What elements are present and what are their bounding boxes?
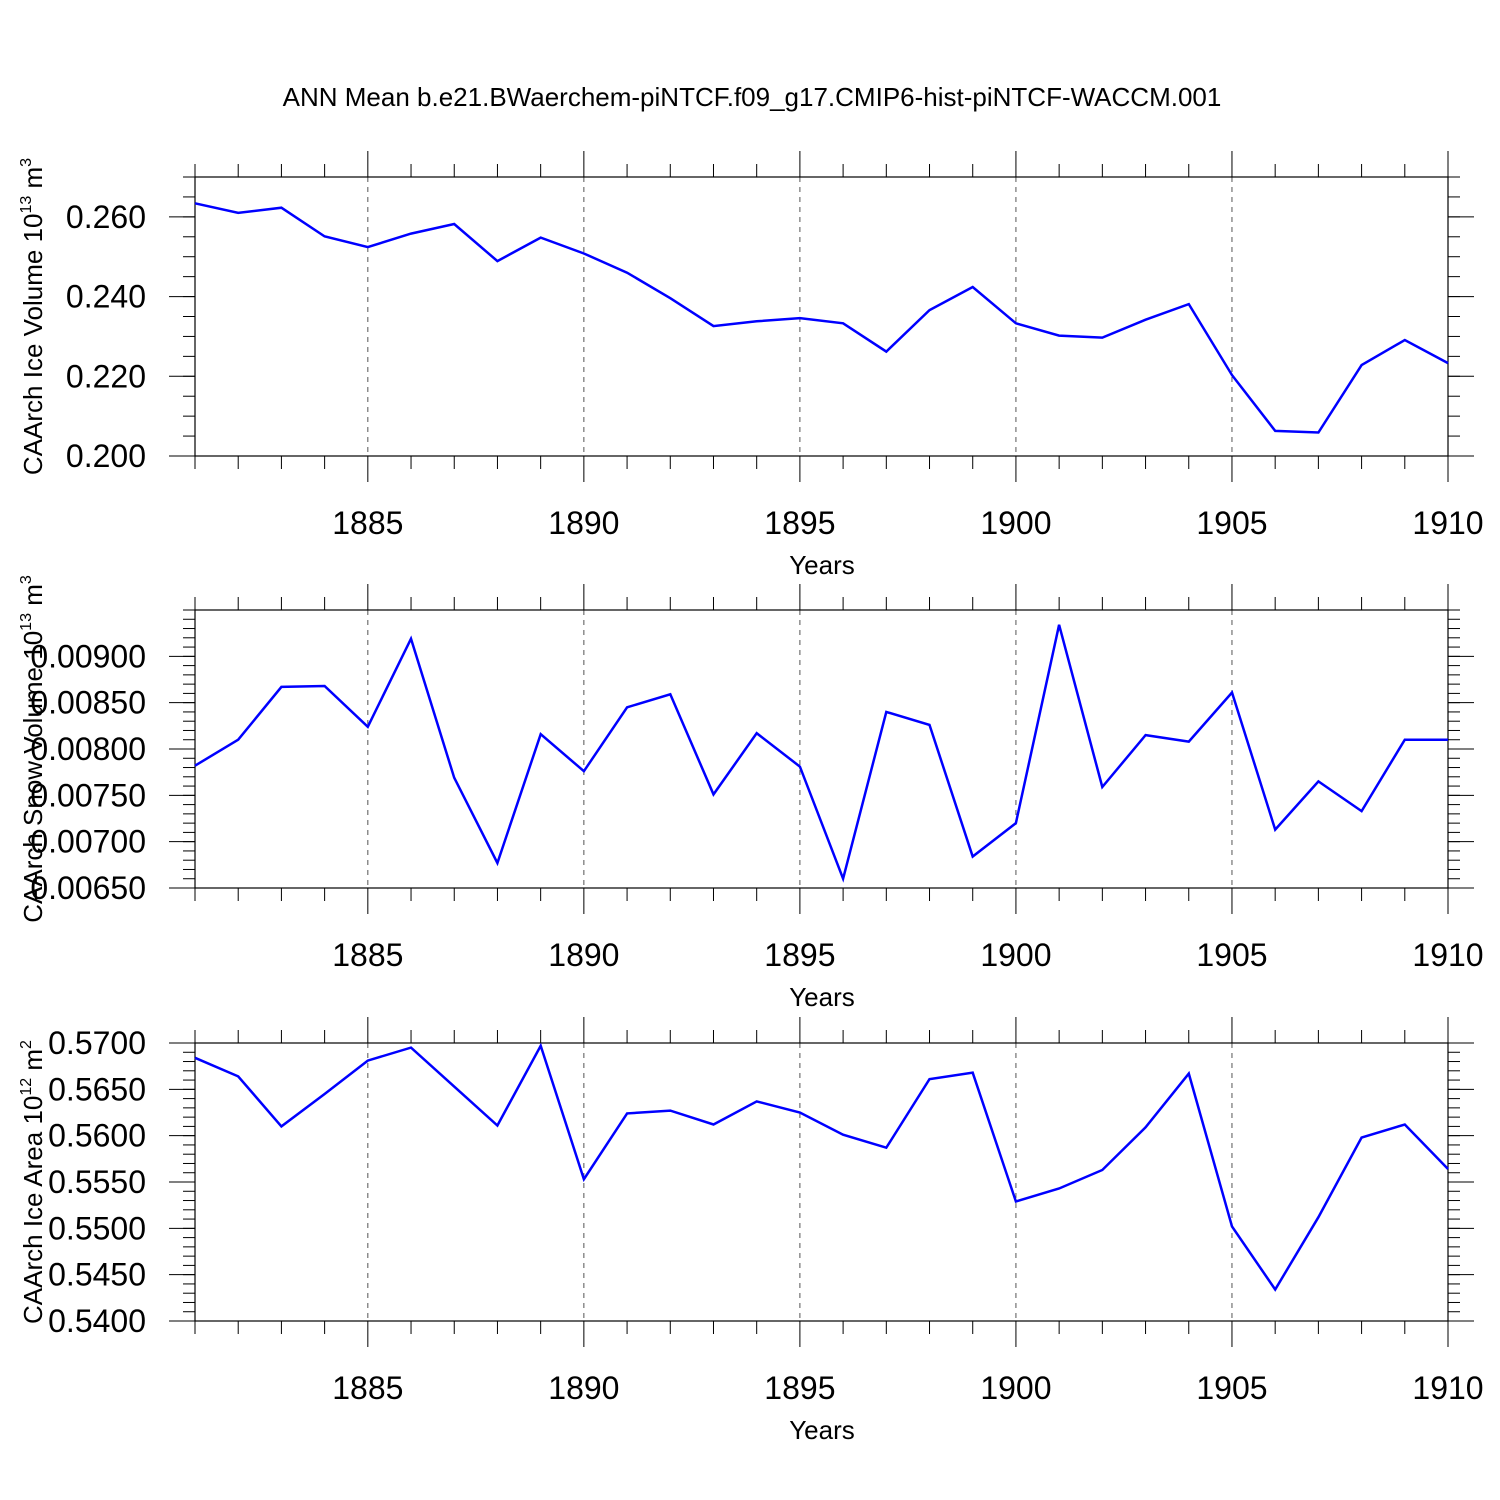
y-tick-label: 0.00800	[30, 731, 146, 767]
x-tick-label: 1905	[1196, 505, 1267, 541]
y-tick-label: 0.5400	[48, 1303, 146, 1339]
x-tick-label: 1895	[764, 505, 835, 541]
y-axis-label: CAArch Ice Volume 1013 m3	[18, 158, 48, 475]
chart-panel-2: 0.00650 0.00700 0.00750 0.00800 0.00850 0.009…	[18, 575, 1484, 1012]
figure-title: ANN Mean b.e21.BWaerchem-piNTCF.f09_g17.…	[283, 82, 1222, 112]
y-tick-label: 0.00900	[30, 638, 146, 674]
y-axis-label: CAArch Snow Volume 1013 m3	[18, 575, 48, 923]
y-tick-label: 0.00650	[30, 870, 146, 906]
y-tick-label: 0.5500	[48, 1210, 146, 1246]
x-tick-label: 1900	[980, 937, 1051, 973]
y-tick-label: 0.5450	[48, 1257, 146, 1293]
x-tick-label: 1890	[548, 937, 619, 973]
y-tick-label: 0.5650	[48, 1071, 146, 1107]
plot-frame	[194, 609, 1449, 889]
x-tick-label: 1890	[548, 1370, 619, 1406]
y-tick-label: 0.240	[66, 279, 146, 315]
x-tick-label: 1905	[1196, 937, 1267, 973]
x-tick-label: 1885	[332, 505, 403, 541]
y-tick-label: 0.5550	[48, 1164, 146, 1200]
x-tick-label: 1910	[1412, 1370, 1483, 1406]
x-tick-label: 1885	[332, 1370, 403, 1406]
series-line	[194, 1042, 1449, 1292]
y-tick-label: 0.220	[66, 358, 146, 394]
x-axis-label: Years	[789, 550, 855, 580]
x-tick-label: 1890	[548, 505, 619, 541]
y-tick-label: 0.00700	[30, 824, 146, 860]
chart-panel-3: 0.5400 0.5450 0.5500 0.5550 0.5600 0.5650 0.57…	[18, 1017, 1484, 1445]
plot-frame	[194, 176, 1449, 457]
x-axis-label: Years	[789, 1415, 855, 1445]
y-tick-label: 0.200	[66, 438, 146, 474]
chart-panel-1: 0.200 0.220 0.240 0.260 1885 1890 1895 1900 1905…	[18, 151, 1484, 580]
y-tick-label: 0.00850	[30, 685, 146, 721]
x-tick-label: 1910	[1412, 937, 1483, 973]
series-line	[194, 624, 1448, 883]
x-tick-label: 1895	[764, 1370, 835, 1406]
x-axis-label: Years	[789, 982, 855, 1012]
y-tick-label: 0.260	[66, 199, 146, 235]
x-tick-label: 1900	[980, 1370, 1051, 1406]
y-tick-label: 0.5600	[48, 1118, 146, 1154]
y-tick-label: 0.5700	[48, 1025, 146, 1061]
x-tick-label: 1895	[764, 937, 835, 973]
y-tick-label: 0.00750	[30, 777, 146, 813]
series-line	[194, 202, 1449, 434]
x-tick-label: 1885	[332, 937, 403, 973]
x-tick-label: 1910	[1412, 505, 1483, 541]
x-tick-label: 1905	[1196, 1370, 1267, 1406]
plot-frame	[194, 1042, 1449, 1322]
y-axis-label: CAArch Ice Area 1012 m2	[18, 1040, 48, 1324]
x-tick-label: 1900	[980, 505, 1051, 541]
